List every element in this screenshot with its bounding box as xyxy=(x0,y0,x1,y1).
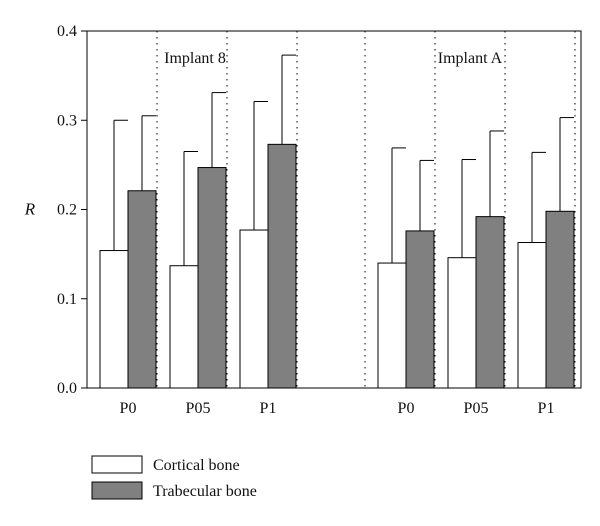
x-category-label: P0 xyxy=(120,400,137,417)
legend-swatch xyxy=(91,455,143,474)
bar xyxy=(377,262,407,389)
bar xyxy=(127,190,157,389)
y-axis-label: R xyxy=(24,200,36,219)
bar xyxy=(447,257,477,389)
y-tick-label: 0.3 xyxy=(57,112,77,129)
bar xyxy=(267,143,297,389)
legend-label: Trabecular bone xyxy=(153,483,257,500)
bar xyxy=(239,229,269,389)
x-category-label: P05 xyxy=(464,400,489,417)
bar xyxy=(405,230,435,389)
y-tick-label: 0.4 xyxy=(57,23,77,40)
axes xyxy=(81,30,582,389)
labels: 0.0 0.1 0.2 0.3 0.4 R P0 P05 P1 P0 P05 P1 Implant 8 I… xyxy=(24,23,555,417)
y-tick-label: 0.0 xyxy=(57,380,77,397)
x-category-label: P05 xyxy=(186,400,211,417)
bar xyxy=(517,242,547,389)
plot-frame xyxy=(86,30,582,389)
group-title: Implant A xyxy=(438,50,503,67)
bar xyxy=(197,167,227,389)
x-category-label: P0 xyxy=(398,400,415,417)
group-title: Implant 8 xyxy=(164,50,226,67)
bar xyxy=(545,210,575,389)
legend-swatch xyxy=(91,481,143,500)
legend-label: Cortical bone xyxy=(153,457,240,474)
legend: Cortical bone Trabecular bone xyxy=(91,455,257,500)
y-tick-label: 0.1 xyxy=(57,291,77,308)
y-tick-label: 0.2 xyxy=(57,202,77,219)
bars xyxy=(99,143,575,389)
bar xyxy=(99,250,129,389)
bar xyxy=(475,216,505,389)
x-category-label: P1 xyxy=(538,400,555,417)
error-bars xyxy=(113,54,574,266)
bar xyxy=(169,265,199,389)
x-category-label: P1 xyxy=(260,400,277,417)
